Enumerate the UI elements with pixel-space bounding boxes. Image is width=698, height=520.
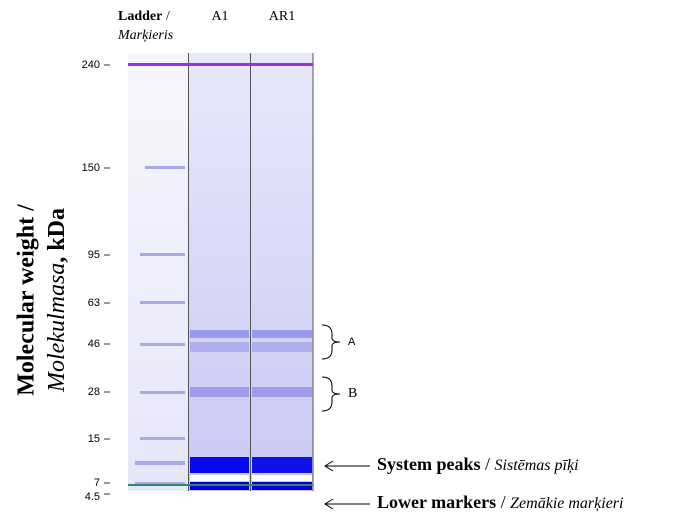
- annotation-lv: Zemākie marķieri: [510, 495, 623, 512]
- sample-lane: [189, 53, 250, 491]
- y-tick-label: 4.5: [85, 491, 100, 503]
- annotation-lv: Sistēmas pīķi: [495, 457, 579, 474]
- y-tick-label: 240: [82, 59, 100, 71]
- lane-header: AR1: [269, 9, 295, 24]
- separator: /: [162, 9, 170, 24]
- annotation-en: Lower markers: [377, 492, 496, 512]
- y-tick-label: 150: [82, 162, 100, 174]
- tick-marks: [104, 65, 110, 494]
- y-tick-label: 46: [88, 338, 100, 350]
- brace: [322, 377, 340, 411]
- annotation-en: System peaks: [377, 454, 481, 474]
- annotation: Lower markers / Zemākie marķieri: [377, 492, 623, 512]
- lane-header: A1: [211, 9, 228, 24]
- arrow: [325, 461, 370, 509]
- axis-title-unit: , kDa: [44, 208, 70, 263]
- y-tick-label: 95: [88, 249, 100, 261]
- ladder-label: Ladder: [118, 9, 162, 24]
- axis-title: Molecular weight / Molekulmasa, kDa: [14, 204, 70, 396]
- annotation: B: [348, 386, 357, 401]
- sample-lane: [251, 53, 313, 491]
- separator: /: [496, 492, 510, 512]
- ladder-lv: Marķieris: [117, 28, 174, 43]
- separator: /: [481, 454, 495, 474]
- y-tick-label: 7: [94, 477, 100, 489]
- upper-marker: [128, 63, 313, 66]
- axis-title-line: Molecular weight /: [14, 204, 40, 396]
- annotation: System peaks / Sistēmas pīķi: [377, 454, 579, 474]
- y-tick-label: 63: [88, 297, 100, 309]
- y-tick-label: 28: [88, 386, 100, 398]
- figure: Ladder / Marķieris A1 AR1 Molecular weig…: [0, 0, 698, 520]
- brace: [322, 325, 340, 359]
- y-tick-label: 15: [88, 433, 100, 445]
- axis-title-line: Molekulmasa, kDa: [44, 208, 70, 393]
- ladder-lane: [128, 53, 188, 491]
- lane-header: Ladder /: [118, 9, 170, 24]
- lower-marker-line: [128, 484, 313, 486]
- axis-title-italic: Molekulmasa: [44, 263, 70, 393]
- annotation: A: [348, 336, 356, 348]
